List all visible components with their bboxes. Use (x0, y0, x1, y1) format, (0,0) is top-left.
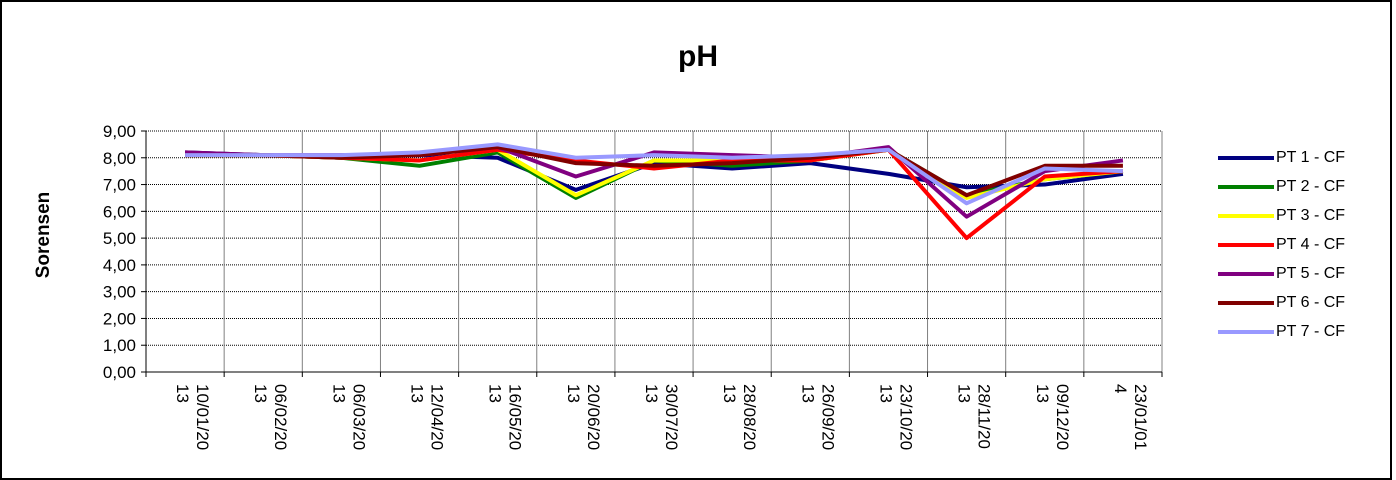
x-tick-label-line: 13 (329, 384, 348, 403)
legend-label: PT 1 - CF (1276, 149, 1346, 166)
x-tick-label-line: 13 (408, 384, 427, 403)
legend-swatch (1218, 330, 1274, 334)
legend-item: PT 5 - CF (1218, 264, 1388, 284)
legend-swatch (1218, 301, 1274, 305)
x-tick-label-line: 12/04/20 (428, 384, 447, 450)
y-tick-label: 9,00 (103, 122, 136, 141)
x-tick-label-line: 4 (1111, 384, 1130, 393)
legend-item: PT 4 - CF (1218, 235, 1388, 255)
x-tick-label: 23/01/014 (1111, 384, 1150, 450)
x-tick-label-line: 23/10/20 (896, 384, 915, 450)
legend-label: PT 2 - CF (1276, 178, 1346, 195)
x-tick-label-line: 20/06/20 (584, 384, 603, 450)
legend-swatch (1218, 214, 1274, 218)
x-tick-label-line: 23/01/01 (1131, 384, 1150, 450)
plot-area (146, 131, 1162, 372)
x-tick-label-line: 13 (173, 384, 192, 403)
x-tick-label-line: 13 (1033, 384, 1052, 403)
x-tick-label-line: 10/01/20 (193, 384, 212, 450)
y-tick-label: 4,00 (103, 256, 136, 275)
x-tick-label-line: 09/12/20 (1053, 384, 1072, 450)
legend-label: PT 4 - CF (1276, 236, 1346, 253)
x-tick-label-line: 16/05/20 (506, 384, 525, 450)
legend-item: PT 3 - CF (1218, 206, 1388, 226)
x-tick-label-line: 13 (564, 384, 583, 403)
y-tick-label: 1,00 (103, 336, 136, 355)
x-tick-label-line: 13 (876, 384, 895, 403)
legend-label: PT 6 - CF (1276, 294, 1346, 311)
series-line (185, 142, 1123, 206)
legend-swatch (1218, 272, 1274, 276)
x-tick-label-line: 13 (642, 384, 661, 403)
y-tick-label: 0,00 (103, 363, 136, 382)
x-tick-label-line: 06/03/20 (349, 384, 368, 450)
legend-label: PT 7 - CF (1276, 323, 1346, 340)
legend-swatch (1218, 243, 1274, 247)
series-line (185, 145, 1123, 198)
x-tick-label-line: 26/09/20 (818, 384, 837, 450)
y-tick-label: 7,00 (103, 176, 136, 195)
legend-swatch (1218, 185, 1274, 189)
x-tick-label-line: 28/11/20 (975, 384, 994, 449)
legend-item: PT 6 - CF (1218, 293, 1388, 313)
x-tick-label-line: 13 (486, 384, 505, 403)
x-tick-label-line: 06/02/20 (271, 384, 290, 450)
y-tick-label: 8,00 (103, 149, 136, 168)
x-tick-label-line: 13 (955, 384, 974, 403)
chart-title: pH (678, 40, 718, 73)
legend-label: PT 3 - CF (1276, 207, 1346, 224)
legend-item: PT 1 - CF (1218, 148, 1388, 168)
y-tick-label: 2,00 (103, 309, 136, 328)
legend-item: PT 7 - CF (1218, 322, 1388, 342)
y-tick-label: 3,00 (103, 283, 136, 302)
legend-label: PT 5 - CF (1276, 265, 1346, 282)
y-tick-label: 5,00 (103, 229, 136, 248)
x-tick-label-line: 28/08/20 (740, 384, 759, 450)
chart-plot: 0,00 1,00 2,00 3,00 4,00 5,00 6,00 7,00 8,00 9,00… (103, 122, 1163, 450)
x-tick-label-line: 13 (720, 384, 739, 403)
x-tick-label-line: 13 (251, 384, 270, 403)
legend-swatch (1218, 156, 1274, 160)
y-tick-label: 6,00 (103, 202, 136, 221)
x-tick-label-line: 30/07/20 (662, 384, 681, 450)
x-tick-label-line: 13 (798, 384, 817, 403)
legend-item: PT 2 - CF (1218, 177, 1388, 197)
